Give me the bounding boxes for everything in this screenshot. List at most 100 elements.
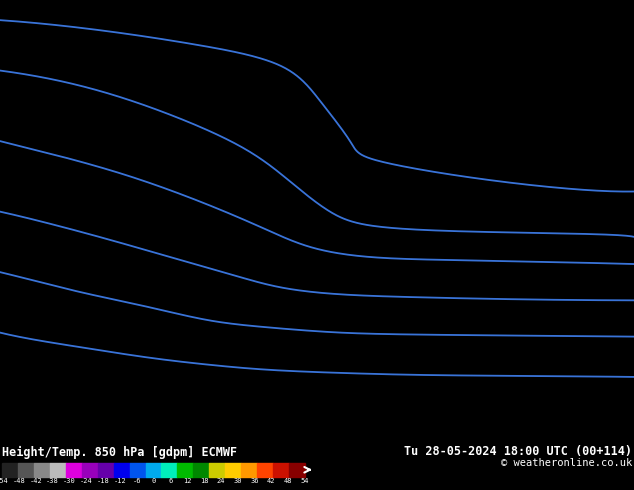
Text: 5: 5 [555,160,560,170]
Text: 4: 4 [570,32,576,41]
Text: 6: 6 [82,169,88,178]
Text: 4: 4 [165,100,171,109]
Text: 7: 7 [450,254,455,264]
Bar [113,463,129,477]
Text: 6: 6 [360,203,365,212]
Text: 5: 5 [593,160,598,170]
Text: 4: 4 [540,100,545,109]
Text: 5: 5 [315,186,320,195]
Text: 5: 5 [480,126,486,135]
Text: 5: 5 [143,66,148,75]
Text: 8: 8 [345,400,351,409]
Text: 9: 9 [45,392,50,401]
Text: 6: 6 [495,160,500,170]
Text: 7: 7 [570,229,576,238]
Text: 6: 6 [517,160,523,170]
Text: 9: 9 [517,409,523,418]
Text: 8: 8 [368,426,373,435]
Text: 5: 5 [300,143,306,152]
Text: 6: 6 [540,323,545,332]
Text: 6: 6 [30,254,36,264]
Text: 8: 8 [105,340,110,349]
Text: 7: 7 [127,306,133,315]
Text: 7: 7 [593,315,598,323]
Text: 8: 8 [278,271,283,281]
Text: 9: 9 [413,392,418,401]
Text: 8: 8 [217,271,223,281]
Text: 6: 6 [15,246,20,255]
Text: 8: 8 [247,426,253,435]
Text: 9: 9 [360,323,365,332]
Text: 3: 3 [53,23,58,32]
Text: 7: 7 [420,212,425,220]
Text: 4: 4 [217,143,223,152]
Text: 6: 6 [360,177,365,187]
Text: 6: 6 [480,271,486,281]
Text: 8: 8 [143,349,148,358]
Text: 8: 8 [345,297,351,306]
Text: 5: 5 [8,100,13,109]
Text: 4: 4 [82,109,88,118]
Text: 6: 6 [67,160,73,170]
Text: 7: 7 [285,426,290,435]
Text: 7: 7 [30,220,36,229]
Text: 7: 7 [600,280,605,289]
Text: 7: 7 [435,177,441,187]
Text: 7: 7 [480,323,486,332]
Text: 9: 9 [22,383,28,392]
Text: 5: 5 [225,100,230,109]
Text: 7: 7 [150,229,155,238]
Text: 7: 7 [0,297,5,306]
Text: 7: 7 [495,177,500,187]
Text: 8: 8 [517,366,523,375]
Text: 9: 9 [98,417,103,426]
Text: 7: 7 [450,186,455,195]
Text: 7: 7 [150,340,155,349]
Text: 4: 4 [570,0,576,6]
Text: 9: 9 [15,374,20,384]
Text: 3: 3 [495,40,500,49]
Text: 4: 4 [465,109,470,118]
Text: 7: 7 [90,246,95,255]
Text: 9: 9 [75,374,81,384]
Text: 3: 3 [398,0,403,6]
Text: 8: 8 [240,409,245,418]
Text: 9: 9 [578,426,583,435]
Text: 6: 6 [307,229,313,238]
Text: 7: 7 [562,195,568,203]
Text: 6: 6 [533,323,538,332]
Text: 8: 8 [225,289,230,298]
Text: 5: 5 [593,118,598,126]
Text: 9: 9 [495,383,500,392]
Text: 6: 6 [555,289,560,298]
Text: 7: 7 [405,220,410,229]
Text: 7: 7 [143,340,148,349]
Text: 7: 7 [593,349,598,358]
Text: 4: 4 [360,49,365,58]
Text: 8: 8 [82,340,88,349]
Text: 4: 4 [548,109,553,118]
Text: 4: 4 [225,6,230,15]
Text: 6: 6 [323,118,328,126]
Text: 3: 3 [443,0,448,6]
Text: 5: 5 [172,74,178,84]
Text: 7: 7 [67,220,73,229]
Text: 7: 7 [210,374,216,384]
Text: 6: 6 [30,289,36,298]
Text: 6: 6 [315,135,320,144]
Text: 8: 8 [233,400,238,409]
Text: 6: 6 [217,229,223,238]
Text: 3: 3 [488,92,493,101]
Text: 7: 7 [458,323,463,332]
Text: 5: 5 [255,49,261,58]
Text: 5: 5 [127,160,133,170]
Text: 9: 9 [517,400,523,409]
Text: 7: 7 [623,297,628,306]
Text: 4: 4 [488,100,493,109]
Text: 9: 9 [450,366,455,375]
Text: 7: 7 [247,383,253,392]
Text: 3: 3 [427,6,433,15]
Text: 7: 7 [488,254,493,264]
Text: 9: 9 [548,400,553,409]
Text: 8: 8 [270,271,275,281]
